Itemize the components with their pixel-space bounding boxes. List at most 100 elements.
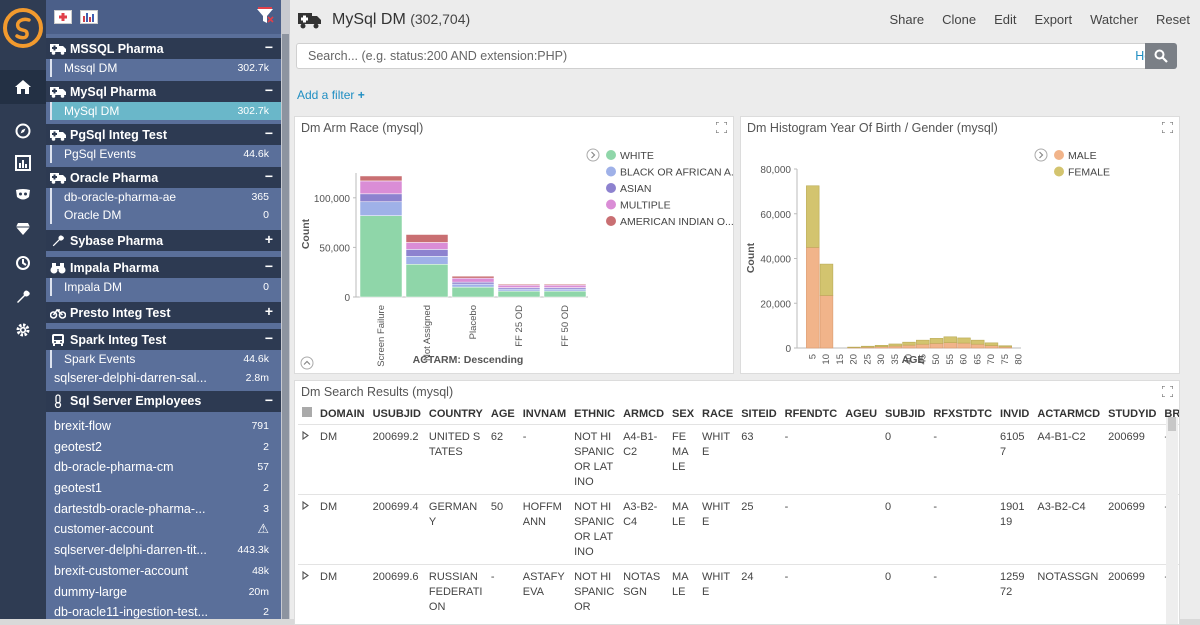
group-header-mssql-pharma[interactable]: MSSQL Pharma− [46, 38, 281, 59]
column-header[interactable]: USUBJID [369, 403, 425, 425]
group-header-spark-integ-test[interactable]: Spark Integ Test− [46, 329, 281, 350]
column-header[interactable]: INVNAM [519, 403, 570, 425]
table-scrollbar[interactable] [1166, 417, 1178, 625]
search-input[interactable]: Search... (e.g. status:200 AND extension… [296, 43, 1172, 69]
x-tick-label: 35 [890, 354, 901, 365]
sidebar-item[interactable]: sqlserver-delphi-darren-tit...443.3k [46, 540, 281, 561]
reset-button[interactable]: Reset [1156, 12, 1190, 27]
add-dashboard-icon[interactable] [54, 10, 72, 24]
group-header-sybase-pharma[interactable]: Sybase Pharma+ [46, 230, 281, 251]
wrench-icon[interactable] [0, 282, 46, 312]
group-header-sql-server-employees[interactable]: Sql Server Employees− [46, 391, 281, 412]
edit-button[interactable]: Edit [994, 12, 1016, 27]
column-header[interactable]: RFENDTC [781, 403, 842, 425]
column-header[interactable]: DOMAIN [316, 403, 369, 425]
table-cell: - [781, 495, 842, 565]
expand-row-icon[interactable] [298, 565, 316, 620]
item-count: 0 [263, 281, 269, 293]
expand-icon[interactable] [716, 122, 727, 133]
diamond-icon[interactable] [0, 214, 46, 244]
search-button[interactable] [1145, 43, 1177, 69]
sidebar-scroll-thumb[interactable] [282, 34, 289, 619]
column-header[interactable]: RACE [698, 403, 737, 425]
sidebar-item[interactable]: dartestdb-oracle-pharma-...3 [46, 498, 281, 519]
bar-chart-icon[interactable] [0, 148, 46, 178]
column-header[interactable]: INVID [996, 403, 1033, 425]
add-chart-icon[interactable] [80, 10, 98, 24]
column-header[interactable]: AGE [487, 403, 519, 425]
column-header[interactable]: ACTARMCD [1033, 403, 1104, 425]
expand-toggle[interactable]: + [265, 231, 273, 247]
sidebar-scrollbar[interactable] [281, 0, 290, 619]
sidebar-item[interactable]: sqlserer-delphi-darren-sal...2.8m [46, 368, 281, 389]
add-filter-link[interactable]: Add a filter + [297, 88, 365, 102]
table-cell: NOT HISPANIC OR LATINO [570, 495, 619, 565]
legend-toggle-icon [587, 149, 599, 161]
gear-icon[interactable] [0, 315, 46, 345]
compass-icon[interactable] [0, 116, 46, 146]
history-icon[interactable] [0, 248, 46, 278]
select-all-checkbox[interactable] [298, 403, 316, 425]
app-logo-icon[interactable] [3, 8, 43, 48]
group-header-oracle-pharma[interactable]: Oracle Pharma− [46, 167, 281, 188]
column-header[interactable]: SITEID [737, 403, 780, 425]
group-header-pgsql-integ-test[interactable]: PgSql Integ Test− [46, 124, 281, 145]
column-header[interactable]: COUNTRY [425, 403, 487, 425]
export-button[interactable]: Export [1035, 12, 1073, 27]
bar-segment [452, 276, 494, 278]
histogram-bar [903, 342, 916, 345]
collapse-toggle[interactable]: − [265, 258, 273, 274]
expand-icon[interactable] [1162, 386, 1173, 397]
sidebar-item[interactable]: customer-account⚠ [46, 519, 281, 540]
column-header[interactable]: ARMCD [619, 403, 668, 425]
column-header[interactable]: AGEU [841, 403, 881, 425]
share-button[interactable]: Share [889, 12, 924, 27]
x-tick-label: 65 [972, 354, 983, 365]
column-header[interactable]: RFXSTDTC [929, 403, 996, 425]
expand-row-icon[interactable] [298, 425, 316, 495]
expand-row-icon[interactable] [298, 495, 316, 565]
home-icon[interactable] [0, 70, 46, 104]
sidebar-item[interactable]: db-oracle11-ingestion-test...2 [46, 602, 281, 619]
column-header[interactable]: STUDYID [1104, 403, 1160, 425]
table-cell: 62 [487, 425, 519, 495]
collapse-toggle[interactable]: − [265, 82, 273, 98]
group-header-presto-integ-test[interactable]: Presto Integ Test+ [46, 302, 281, 323]
column-header[interactable]: ETHNIC [570, 403, 619, 425]
expand-icon[interactable] [1162, 122, 1173, 133]
collapse-toggle[interactable]: − [265, 330, 273, 346]
mask-icon[interactable] [0, 180, 46, 210]
expand-toggle[interactable]: + [265, 303, 273, 319]
filter-icon[interactable] [255, 6, 275, 26]
column-header[interactable]: SUBJID [881, 403, 929, 425]
clone-button[interactable]: Clone [942, 12, 976, 27]
table-cell: A4-B1-C2 [619, 425, 668, 495]
page-title: MySql DM (302,704) [332, 11, 470, 29]
main-area: MySql DM (302,704) Share Clone Edit Expo… [290, 0, 1200, 619]
group-header-mysql-pharma[interactable]: MySql Pharma− [46, 81, 281, 102]
column-header[interactable]: SEX [668, 403, 698, 425]
group-header-impala-pharma[interactable]: Impala Pharma− [46, 257, 281, 278]
collapse-toggle[interactable]: − [265, 125, 273, 141]
collapse-toggle[interactable]: − [265, 392, 273, 408]
collapse-toggle[interactable]: − [265, 39, 273, 55]
watcher-button[interactable]: Watcher [1090, 12, 1138, 27]
collapse-toggle[interactable]: − [265, 168, 273, 184]
table-scroll-thumb[interactable] [1168, 417, 1176, 431]
